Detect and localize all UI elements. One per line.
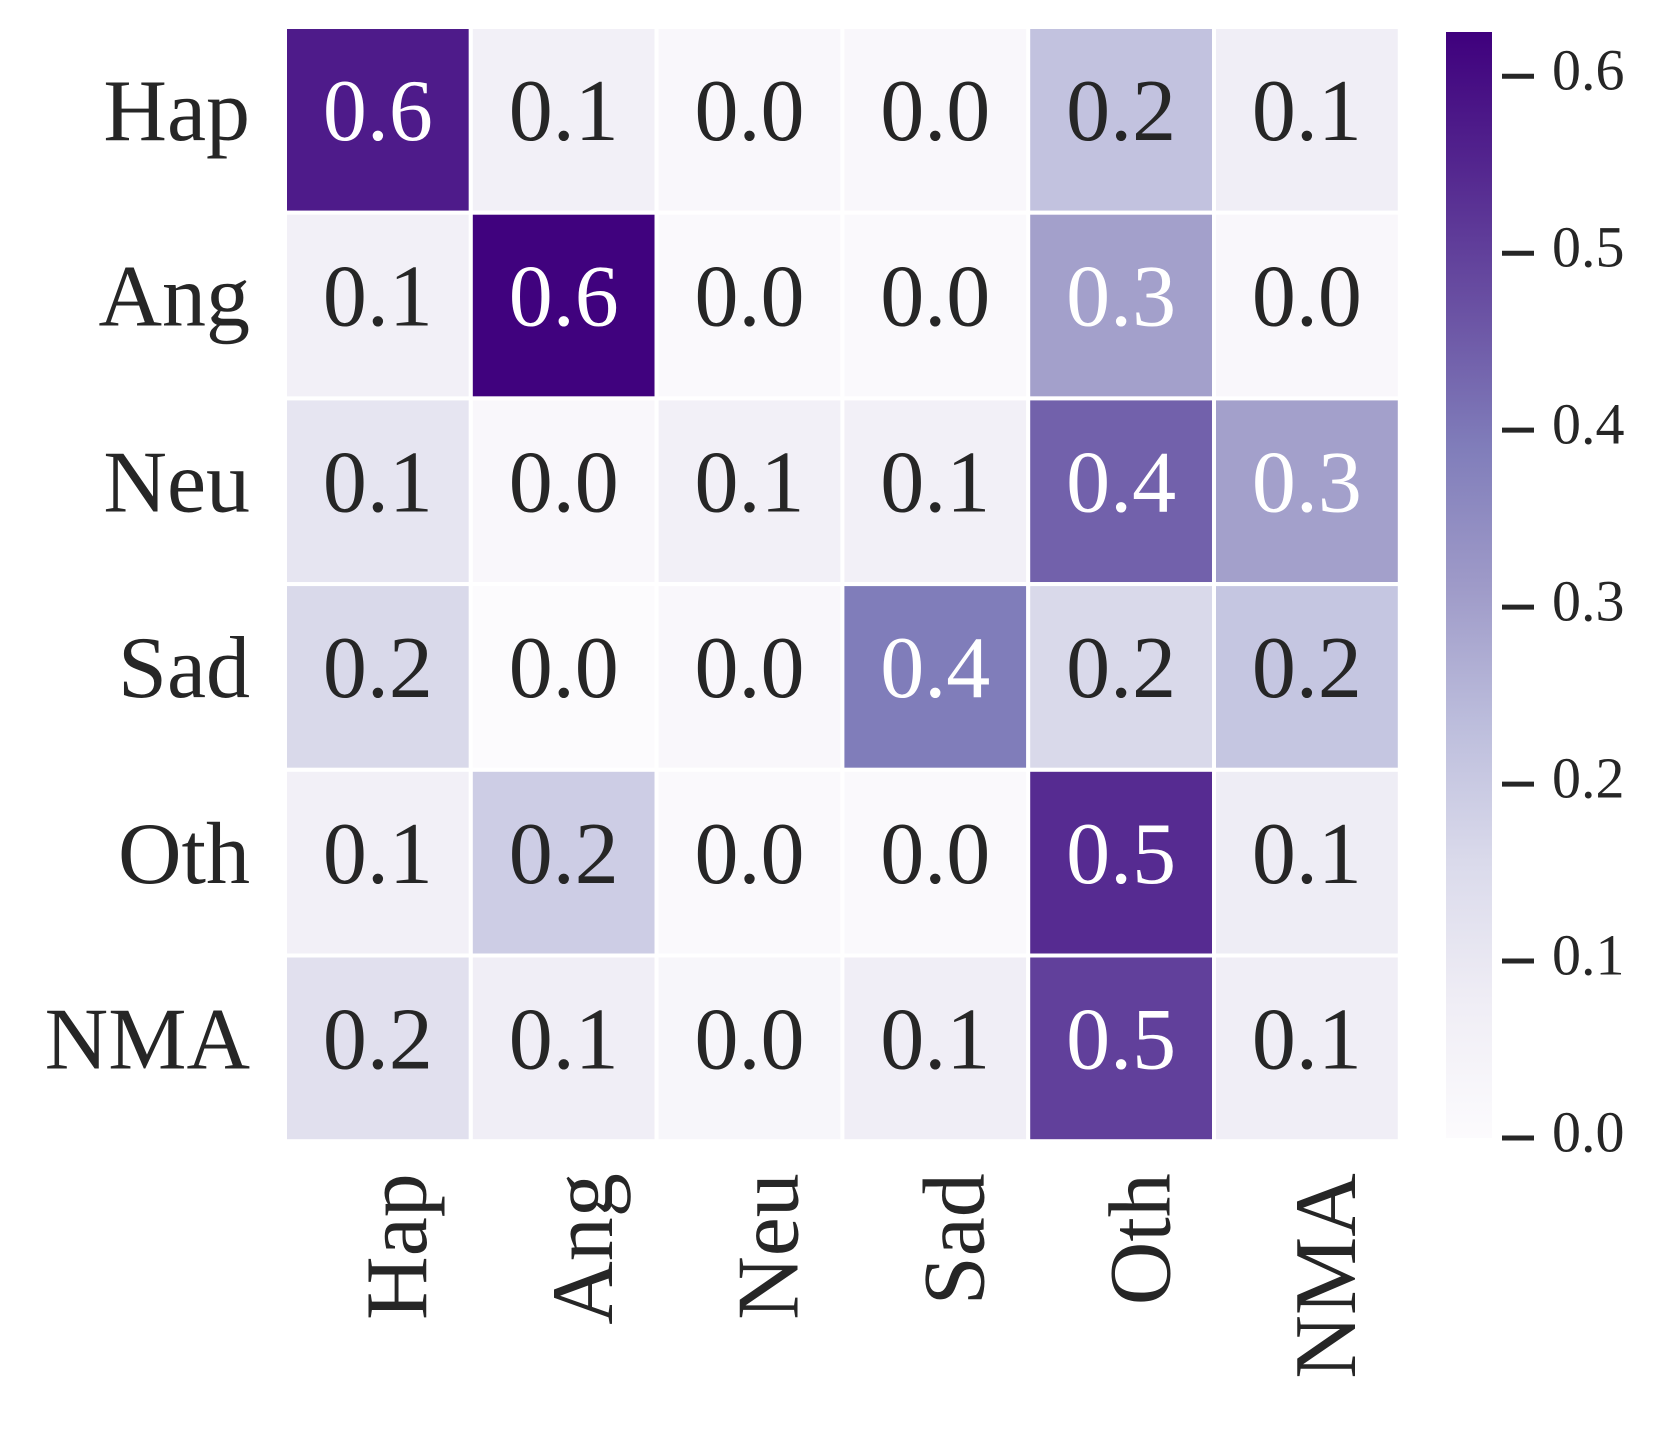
cell-label: 0.5 (1066, 806, 1176, 903)
x-tick-label: Oth (1092, 1173, 1189, 1305)
x-tick-label: Hap (349, 1173, 446, 1320)
cell-label: 0.1 (880, 434, 990, 531)
x-tick-label: Ang (535, 1173, 632, 1325)
y-tick-label: Oth (118, 806, 250, 903)
cell-label: 0.0 (695, 249, 805, 346)
heatmap-cell (283, 582, 473, 772)
y-tick-label: Sad (118, 620, 250, 717)
colorbar-tick-label: 0.0 (1552, 1099, 1625, 1164)
colorbar-tick-label: 0.4 (1552, 391, 1625, 456)
cell-label: 0.3 (1252, 434, 1362, 531)
cell-label: 0.0 (509, 620, 619, 717)
heatmap-cell (1026, 582, 1216, 772)
cell-label: 0.6 (509, 249, 619, 346)
cell-label: 0.1 (509, 992, 619, 1089)
y-tick-label: Neu (103, 434, 250, 531)
heatmap-cell (654, 582, 845, 772)
cell-label: 0.2 (323, 620, 433, 717)
cell-label: 0.1 (323, 434, 433, 531)
cell-label: 0.0 (695, 992, 805, 1089)
cell-label: 0.2 (1066, 63, 1176, 160)
colorbar-tick-label: 0.3 (1552, 568, 1625, 633)
cell-label: 0.0 (509, 434, 619, 531)
heatmap-cell (468, 582, 659, 772)
heatmap-cell (840, 953, 1031, 1144)
heatmap-cell (840, 767, 1031, 958)
cell-label: 0.0 (880, 806, 990, 903)
cell-label: 0.0 (695, 63, 805, 160)
cell-label: 0.2 (323, 992, 433, 1089)
cell-label: 0.5 (1066, 992, 1176, 1089)
heatmap-cell (1212, 953, 1402, 1144)
heatmap-cell (283, 953, 473, 1144)
heatmap-cell (840, 210, 1031, 401)
heatmap-cell (1212, 210, 1402, 401)
cell-label: 0.1 (323, 806, 433, 903)
cell-label: 0.4 (1066, 434, 1176, 531)
cell-label: 0.2 (1252, 620, 1362, 717)
heatmap-cell (1026, 953, 1216, 1144)
heatmap-cell (1026, 767, 1216, 958)
cell-label: 0.6 (323, 63, 433, 160)
cell-label: 0.0 (880, 63, 990, 160)
heatmap-cell (468, 25, 659, 215)
heatmap-cell (468, 210, 659, 401)
cell-label: 0.2 (509, 806, 619, 903)
heatmap-cell (840, 582, 1031, 772)
heatmap-cell (1026, 396, 1216, 587)
x-tick-label: NMA (1278, 1173, 1375, 1378)
colorbar-tick-label: 0.5 (1552, 215, 1625, 280)
colorbar-tick-label: 0.6 (1552, 38, 1625, 103)
cell-label: 0.0 (695, 806, 805, 903)
y-tick-label: NMA (45, 992, 250, 1089)
x-tick-label: Neu (721, 1173, 818, 1320)
cell-label: 0.1 (880, 992, 990, 1089)
cell-label: 0.1 (509, 63, 619, 160)
cell-label: 0.1 (1252, 63, 1362, 160)
cell-label: 0.0 (695, 620, 805, 717)
cell-label: 0.2 (1066, 620, 1176, 717)
y-tick-label: Hap (103, 63, 250, 160)
cell-label: 0.0 (880, 249, 990, 346)
cell-label: 0.1 (323, 249, 433, 346)
heatmap-cell (1212, 396, 1402, 587)
heatmap-cell (468, 396, 659, 587)
cell-label: 0.1 (1252, 992, 1362, 1089)
y-tick-label: Ang (98, 249, 250, 346)
heatmap-cell (654, 25, 845, 215)
cell-label: 0.1 (1252, 806, 1362, 903)
heatmap-cell (1212, 582, 1402, 772)
cell-label: 0.1 (695, 434, 805, 531)
heatmap-cell (283, 25, 473, 215)
heatmap-cell (840, 396, 1031, 587)
heatmap-cell (654, 767, 845, 958)
colorbar-tick-label: 0.1 (1552, 922, 1625, 987)
heatmap-cell (1212, 767, 1402, 958)
colorbar (1446, 32, 1492, 1138)
heatmap-cell (1212, 25, 1402, 215)
cell-label: 0.4 (880, 620, 990, 717)
cell-label: 0.0 (1252, 249, 1362, 346)
x-tick-label: Sad (906, 1173, 1003, 1305)
colorbar-tick-label: 0.2 (1552, 745, 1625, 810)
cell-label: 0.3 (1066, 249, 1176, 346)
